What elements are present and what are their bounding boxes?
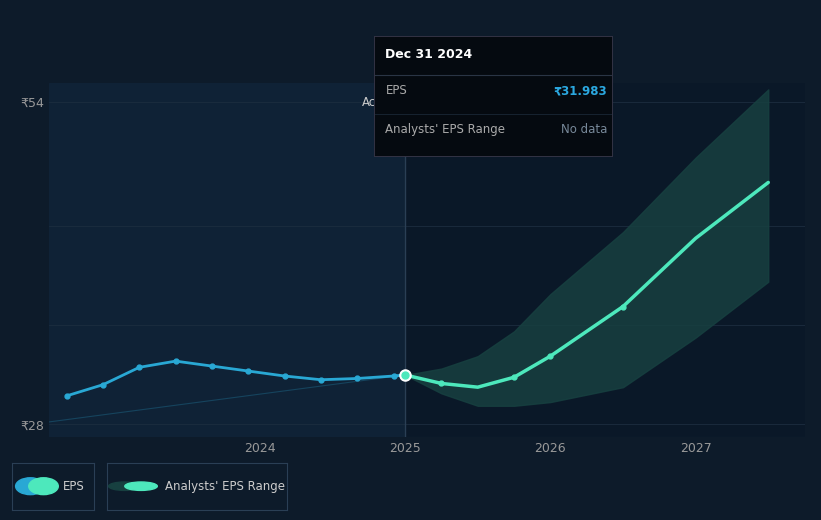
- Bar: [49, 83, 405, 437]
- Text: No data: No data: [561, 123, 607, 136]
- Bar: [405, 83, 805, 437]
- Text: ₹31.983: ₹31.983: [553, 84, 607, 97]
- Text: Dec 31 2024: Dec 31 2024: [386, 48, 473, 61]
- Text: Analysts Forecasts: Analysts Forecasts: [411, 96, 521, 109]
- Text: Actual: Actual: [362, 96, 399, 109]
- Circle shape: [29, 478, 58, 495]
- Text: EPS: EPS: [63, 479, 85, 493]
- Circle shape: [125, 482, 158, 490]
- Text: EPS: EPS: [386, 84, 407, 97]
- Circle shape: [108, 482, 141, 490]
- Circle shape: [16, 478, 45, 495]
- Text: Analysts' EPS Range: Analysts' EPS Range: [164, 479, 285, 493]
- Text: Analysts' EPS Range: Analysts' EPS Range: [386, 123, 506, 136]
